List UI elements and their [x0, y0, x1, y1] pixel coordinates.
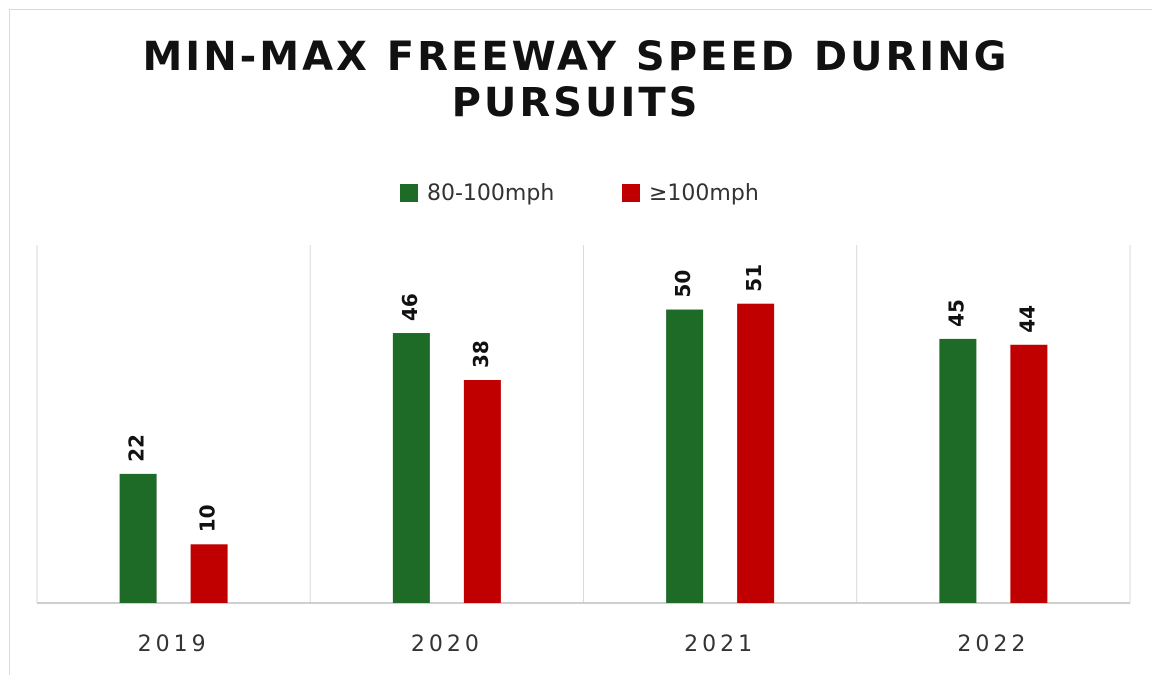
bar: [939, 338, 977, 603]
x-tick-label: 2022: [957, 632, 1029, 657]
x-tick-label: 2019: [138, 632, 210, 657]
legend-label: 80-100mph: [427, 181, 554, 206]
bar: [190, 544, 228, 603]
legend-swatch: [622, 184, 640, 202]
bar: [666, 309, 704, 603]
legend-swatch: [400, 184, 418, 202]
bar: [737, 303, 775, 603]
data-label: 45: [944, 299, 968, 327]
data-label: 38: [469, 340, 493, 368]
data-label: 22: [125, 434, 149, 462]
data-label: 50: [671, 270, 695, 298]
bar: [1010, 344, 1048, 603]
bar: [463, 379, 501, 603]
chart-title: MIN-MAX FREEWAY SPEED DURING PURSUITS: [142, 34, 1010, 126]
data-label: 10: [196, 504, 220, 532]
x-tick-label: 2020: [411, 632, 483, 657]
bar: [392, 333, 430, 603]
bar: [119, 473, 157, 603]
chart-frame: [9, 9, 1152, 675]
data-label: 44: [1015, 305, 1039, 333]
data-label: 46: [398, 293, 422, 321]
data-label: 51: [742, 264, 766, 292]
x-tick-label: 2021: [684, 632, 756, 657]
legend-label: ≥100mph: [649, 181, 759, 206]
